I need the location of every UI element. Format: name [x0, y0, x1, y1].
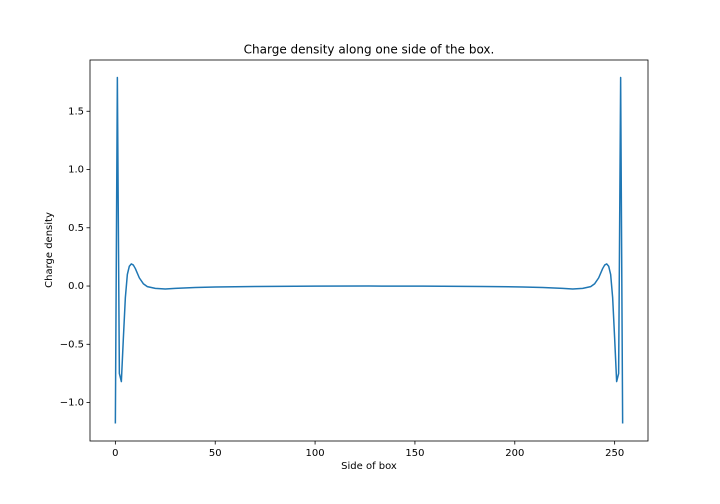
y-axis-label: Charge density — [44, 212, 55, 288]
y-tick-label: 1.0 — [68, 165, 84, 176]
x-tick-label: 150 — [405, 448, 424, 459]
data-line — [114, 76, 624, 424]
y-tick-label: −0.5 — [60, 339, 84, 350]
chart-title: Charge density along one side of the box… — [244, 43, 495, 57]
x-tick-label: 250 — [605, 448, 624, 459]
y-tick-label: 0.0 — [68, 281, 84, 292]
x-tick-label: 100 — [306, 448, 325, 459]
plot-frame — [89, 59, 649, 442]
y-tick-label: 1.5 — [68, 106, 84, 117]
x-tick-label: 200 — [505, 448, 524, 459]
x-axis-label: Side of box — [341, 461, 397, 472]
y-tick-label: 0.5 — [68, 223, 84, 234]
x-tick-label: 50 — [209, 448, 222, 459]
x-tick-label: 0 — [112, 448, 118, 459]
y-tick-label: −1.0 — [60, 398, 84, 409]
